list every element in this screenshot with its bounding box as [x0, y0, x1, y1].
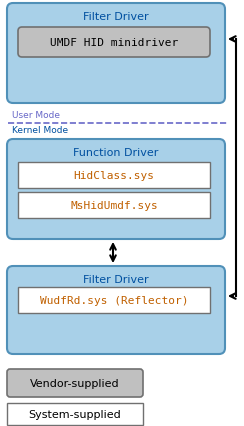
FancyBboxPatch shape: [7, 140, 225, 239]
Text: Vendor-supplied: Vendor-supplied: [30, 378, 120, 388]
Text: System-supplied: System-supplied: [29, 409, 121, 419]
Text: Function Driver: Function Driver: [73, 148, 159, 158]
FancyBboxPatch shape: [18, 193, 210, 219]
Text: HidClass.sys: HidClass.sys: [73, 170, 154, 181]
Text: Filter Driver: Filter Driver: [83, 274, 149, 284]
FancyBboxPatch shape: [7, 403, 143, 425]
Text: User Mode: User Mode: [12, 111, 60, 120]
Text: Kernel Mode: Kernel Mode: [12, 126, 68, 135]
FancyBboxPatch shape: [18, 287, 210, 313]
Text: MsHidUmdf.sys: MsHidUmdf.sys: [70, 201, 158, 210]
Text: WudfRd.sys (Reflector): WudfRd.sys (Reflector): [40, 295, 188, 305]
FancyBboxPatch shape: [7, 4, 225, 104]
FancyBboxPatch shape: [18, 163, 210, 189]
Text: UMDF HID minidriver: UMDF HID minidriver: [50, 38, 178, 48]
FancyBboxPatch shape: [7, 369, 143, 397]
FancyBboxPatch shape: [18, 28, 210, 58]
FancyBboxPatch shape: [7, 266, 225, 354]
Text: Filter Driver: Filter Driver: [83, 12, 149, 22]
